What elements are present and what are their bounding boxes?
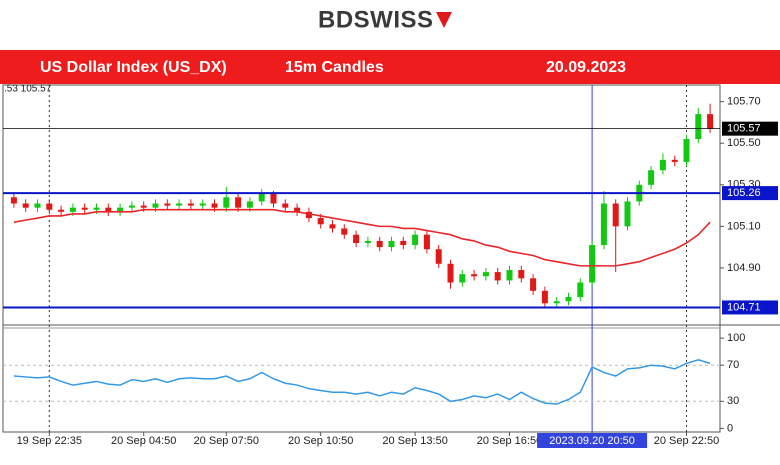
candle-body — [152, 203, 159, 208]
x-tick-label: 20 Sep 22:50 — [654, 435, 719, 447]
candle-body — [211, 203, 218, 208]
indicator-line — [13, 359, 711, 405]
candle-body — [648, 170, 655, 185]
candle-body — [388, 240, 395, 248]
candle-body — [506, 270, 513, 281]
indicator-tick-label: 30 — [727, 395, 739, 407]
candle-body — [10, 197, 17, 204]
corner-label: .53 105.57 — [4, 84, 52, 95]
candle-body — [187, 203, 194, 206]
candle-body — [494, 272, 501, 281]
x-tick-label: 19 Sep 22:35 — [17, 435, 82, 447]
candle-body — [577, 282, 584, 298]
candle-body — [707, 114, 714, 129]
candle-body — [518, 270, 525, 279]
candle-body — [353, 234, 360, 243]
candle-body — [612, 203, 619, 227]
banner — [0, 50, 780, 84]
level-label-box — [722, 300, 778, 315]
moving-average — [13, 208, 711, 267]
x-tick-label: 20 Sep 13:50 — [382, 435, 447, 447]
candle-body — [93, 207, 100, 210]
chart-title: US Dollar Index (US_DX) — [40, 59, 227, 76]
candle-body — [81, 207, 88, 210]
candle-body — [695, 114, 702, 140]
y-tick-label: 105.70 — [727, 96, 761, 108]
candle-body — [140, 205, 147, 208]
candle-body — [447, 263, 454, 283]
candle-body — [235, 197, 242, 208]
candle-body — [412, 234, 419, 246]
candle-body — [317, 218, 324, 225]
candle-body — [364, 240, 371, 243]
candle-body — [671, 159, 678, 162]
indicator-tick-label: 70 — [727, 359, 739, 371]
candle-body — [58, 209, 65, 212]
candle-body — [246, 201, 253, 208]
candle-body — [565, 297, 572, 302]
logo-icon — [436, 12, 452, 28]
candle-body — [22, 203, 29, 208]
candle-body — [329, 224, 336, 229]
candle-body — [600, 203, 607, 246]
x-tick-label: 20 Sep 10:50 — [288, 435, 353, 447]
x-tick-label: 20 Sep 04:50 — [111, 435, 176, 447]
candle-body — [541, 290, 548, 304]
candle-body — [400, 240, 407, 246]
last-price-box — [722, 121, 778, 136]
x-tick-label: 20 Sep 07:50 — [194, 435, 259, 447]
candle-body — [624, 201, 631, 227]
y-tick-label: 105.10 — [727, 220, 761, 232]
candle-body — [459, 274, 466, 283]
candle-body — [282, 203, 289, 208]
candle-body — [683, 139, 690, 162]
candle-body — [659, 159, 666, 171]
candle-body — [270, 193, 277, 204]
level-label: 104.71 — [727, 301, 761, 313]
candle-body — [69, 207, 76, 212]
plot-frame — [2, 84, 721, 433]
candle-body — [471, 274, 478, 277]
candle-body — [341, 228, 348, 235]
brand-logo: BDSWISS — [318, 6, 434, 33]
candle-body — [105, 207, 112, 212]
candle-body — [258, 193, 265, 202]
level-label-box — [722, 186, 778, 201]
indicator-tick-label: 0 — [727, 422, 733, 434]
y-tick-label: 105.50 — [727, 137, 761, 149]
candle-body — [117, 207, 124, 212]
candle-body — [294, 207, 301, 212]
x-label-highlight — [537, 433, 648, 448]
candle-body — [482, 272, 489, 277]
chart-date: 20.09.2023 — [546, 59, 626, 76]
candle-body — [199, 203, 206, 206]
candle-body — [128, 205, 135, 208]
candle-body — [376, 240, 383, 248]
candle-body — [34, 203, 41, 208]
candle-body — [423, 234, 430, 250]
candle-body — [46, 203, 53, 210]
candle-body — [553, 301, 560, 304]
x-tick-label: 2023.09.20 20:50 — [549, 435, 635, 447]
last-price-label: 105.57 — [727, 123, 761, 135]
candle-body — [589, 245, 596, 283]
y-tick-label: 104.90 — [727, 262, 761, 274]
candle-body — [176, 203, 183, 206]
candle-body — [435, 249, 442, 264]
candle-body — [530, 278, 537, 291]
chart-subtitle: 15m Candles — [285, 59, 384, 76]
candle-body — [223, 197, 230, 208]
candle-body — [164, 203, 171, 206]
x-tick-label: 20 Sep 16:50 — [477, 435, 542, 447]
level-label: 105.26 — [727, 187, 761, 199]
candle-body — [305, 211, 312, 219]
indicator-tick-label: 100 — [727, 332, 745, 344]
